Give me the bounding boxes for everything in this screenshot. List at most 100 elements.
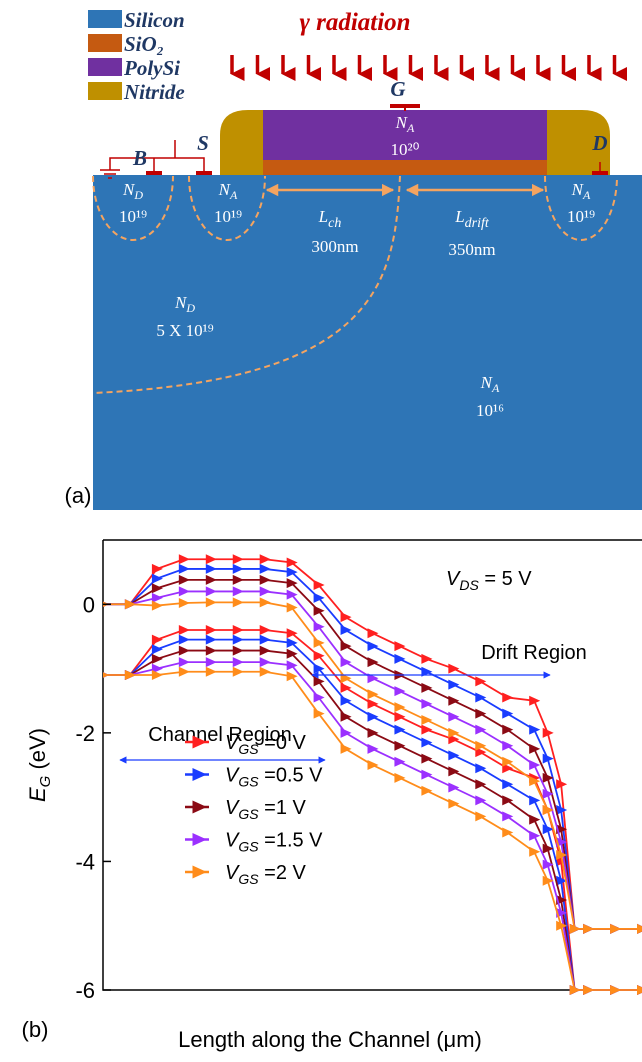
- band-marker: [394, 724, 406, 735]
- band-marker: [421, 724, 433, 735]
- band-marker: [556, 875, 568, 886]
- band-marker: [475, 740, 487, 751]
- band-marker: [475, 811, 487, 822]
- doping-value: 10¹⁶: [476, 401, 504, 420]
- band-marker: [637, 985, 642, 995]
- band-marker: [151, 563, 163, 574]
- x-axis-label: Length along the Channel (μm): [178, 1027, 482, 1052]
- band-marker: [556, 805, 568, 815]
- legend-symbol: V: [225, 765, 240, 787]
- band-marker: [286, 660, 298, 671]
- band-marker: [502, 811, 514, 822]
- doping-value: 10¹⁹: [567, 207, 595, 226]
- band-marker: [286, 557, 298, 568]
- device-diagram: Silicon SiO₂ PolySi Nitride γ radiation …: [65, 8, 642, 510]
- legend-swatch: [88, 82, 122, 100]
- doping-label: ND: [122, 180, 143, 202]
- band-marker: [448, 727, 460, 738]
- band-marker: [569, 985, 581, 995]
- length-label: Ldrift: [454, 207, 490, 231]
- drain-contact: [592, 171, 608, 175]
- band-marker: [178, 666, 190, 677]
- band-marker: [286, 567, 298, 578]
- band-marker: [529, 776, 541, 787]
- terminal-label: D: [591, 131, 607, 155]
- band-marker: [529, 724, 541, 735]
- doping-label: NA: [480, 373, 500, 395]
- legend-sub: GS: [238, 839, 259, 855]
- band-marker: [421, 753, 433, 764]
- band-marker: [556, 850, 568, 860]
- band-marker: [394, 686, 406, 697]
- legend-sub: GS: [238, 741, 259, 757]
- legend-marker: [192, 833, 207, 846]
- band-marker: [529, 743, 541, 754]
- band-marker: [178, 625, 190, 635]
- legend-sub: GS: [238, 806, 259, 822]
- legend-swatch: [88, 58, 122, 76]
- band-marker: [367, 641, 379, 652]
- band-marker: [232, 634, 244, 645]
- band-marker: [313, 650, 325, 661]
- junction-outline: [92, 175, 401, 394]
- band-marker: [313, 676, 325, 687]
- doping-label: ND: [174, 293, 195, 315]
- band-marker: [448, 734, 460, 745]
- silicon-substrate: [93, 175, 642, 510]
- legend-text: =1 V: [259, 797, 307, 819]
- band-marker: [340, 625, 352, 635]
- band-marker: [340, 612, 352, 623]
- band-marker: [448, 695, 460, 706]
- band-marker: [502, 763, 514, 774]
- band-marker: [232, 586, 244, 597]
- band-marker: [475, 747, 487, 758]
- band-marker: [313, 592, 325, 603]
- polysi-gate: [263, 110, 547, 160]
- band-marker: [542, 753, 554, 764]
- band-marker: [421, 737, 433, 748]
- legend-marker: [192, 800, 207, 814]
- doping-label: NA: [218, 180, 238, 202]
- band-marker: [178, 657, 190, 668]
- band-marker: [394, 653, 406, 664]
- band-marker: [286, 637, 298, 648]
- band-marker: [151, 573, 163, 584]
- source-contact: [196, 171, 212, 175]
- band-marker: [232, 563, 244, 574]
- band-marker: [421, 698, 433, 709]
- band-marker: [151, 653, 163, 664]
- band-marker: [205, 586, 217, 597]
- band-marker: [448, 782, 460, 793]
- band-marker: [529, 795, 541, 806]
- legend-symbol: V: [225, 830, 240, 852]
- legend-text: =1.5 V: [259, 830, 324, 852]
- terminal-label: B: [132, 146, 147, 170]
- band-marker: [151, 592, 163, 603]
- band-marker: [259, 657, 271, 668]
- band-marker: [151, 634, 163, 645]
- band-marker: [205, 574, 217, 585]
- legend-symbol: V: [225, 862, 240, 884]
- band-marker: [286, 671, 298, 682]
- band-chart: VDS = 5 V Drift Region Channel Region EG…: [22, 539, 642, 1052]
- band-marker: [529, 760, 541, 770]
- band-marker: [340, 657, 352, 668]
- band-marker: [286, 589, 298, 600]
- annotation: VDS = 5 V: [446, 568, 532, 593]
- band-marker: [610, 923, 622, 934]
- band-marker: [205, 563, 217, 574]
- band-marker: [502, 756, 514, 767]
- band-marker: [448, 679, 460, 690]
- band-marker: [286, 648, 298, 659]
- band-marker: [475, 676, 487, 687]
- band-marker: [502, 740, 514, 751]
- band-marker: [542, 824, 554, 835]
- legend-symbol: V: [225, 732, 240, 754]
- legend-sub: GS: [238, 871, 259, 887]
- band-marker: [232, 657, 244, 668]
- legend-label: VGS =2 V: [225, 862, 306, 887]
- legend-label: VGS =1 V: [225, 797, 306, 822]
- band-marker: [610, 985, 622, 995]
- annotation: Drift Region: [481, 642, 587, 664]
